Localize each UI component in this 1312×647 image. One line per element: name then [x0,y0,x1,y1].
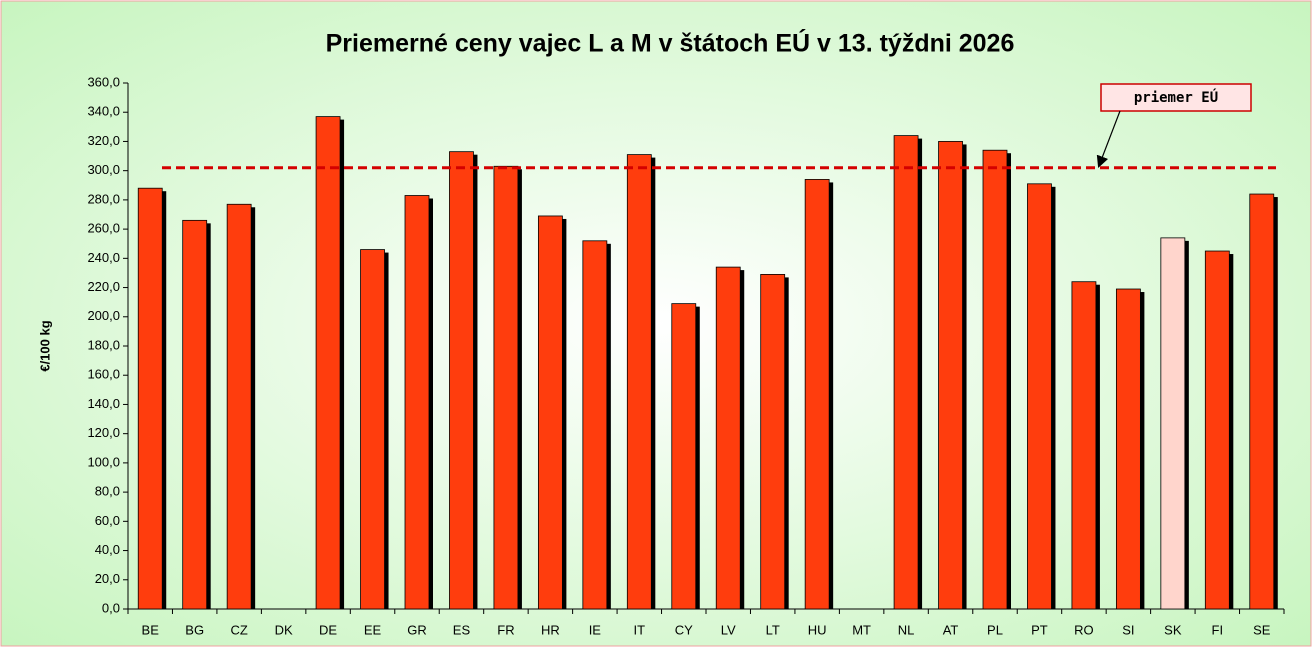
x-tick-label: BE [142,622,160,637]
x-tick-label: HR [541,622,560,637]
bar [582,240,608,610]
x-tick-label: CZ [230,622,247,637]
x-tick-label: IT [634,622,646,637]
chart-title: Priemerné ceny vajec L a M v štátoch EÚ … [326,28,1015,58]
y-tick-label: 240,0 [87,250,120,265]
x-tick-label: RO [1074,622,1094,637]
legend-label: priemer EÚ [1134,88,1218,106]
y-tick-label: 20,0 [95,571,120,586]
x-tick-label: FR [497,622,514,637]
bar [1027,183,1052,610]
y-tick-label: 220,0 [87,279,120,294]
y-tick-label: 0,0 [102,600,120,615]
bar [671,303,697,610]
bar [715,266,741,610]
y-tick-label: 40,0 [95,542,120,557]
bar [182,219,208,610]
legend-arrow [1096,110,1121,168]
x-tick-label: EE [364,622,382,637]
legend-box [1100,83,1252,112]
x-tick-label: DK [275,622,293,637]
bar [893,135,919,610]
bar [360,249,385,610]
y-tick-label: 60,0 [95,513,120,528]
bar [404,195,430,610]
x-tick-label: NL [898,622,915,637]
bar [938,141,963,610]
y-tick-label: 160,0 [87,367,120,382]
bar [626,154,652,610]
y-tick-label: 280,0 [87,191,120,206]
y-axis-label: €/100 kg [37,320,52,371]
y-tick-label: 200,0 [87,308,120,323]
x-tick-label: PT [1031,622,1048,637]
bar [1204,250,1230,610]
bar [537,215,563,610]
y-tick-label: 340,0 [87,104,120,119]
x-tick-label: SK [1164,622,1182,637]
y-tick-label: 260,0 [87,221,120,236]
bar [1249,193,1275,610]
x-tick-label: SE [1253,622,1271,637]
x-tick-label: HU [808,622,827,637]
x-tick-label: BG [185,622,204,637]
x-tick-label: FI [1212,622,1224,637]
y-tick-label: 300,0 [87,162,120,177]
bar [760,274,786,610]
bar [315,116,341,610]
bar [137,187,163,610]
bar [982,149,1008,610]
x-tick-label: IE [589,622,602,637]
x-tick-label: GR [407,622,427,637]
x-tick-label: DE [319,622,337,637]
y-tick-label: 320,0 [87,133,120,148]
x-tick-label: SI [1122,622,1134,637]
x-tick-label: ES [453,622,471,637]
x-tick-label: AT [943,622,959,637]
bar [493,165,519,610]
y-tick-label: 180,0 [87,337,120,352]
x-tick-label: PL [987,622,1003,637]
bar [226,203,252,610]
y-tick-label: 80,0 [95,484,120,499]
x-tick-label: CY [675,622,693,637]
bar [1071,281,1097,610]
y-tick-label: 120,0 [87,425,120,440]
x-tick-label: LT [766,622,780,637]
x-tick-label: MT [852,622,871,637]
bar [1160,237,1186,610]
y-tick-label: 360,0 [87,74,120,89]
x-tick-label: LV [721,622,736,637]
y-tick-label: 140,0 [87,396,120,411]
bar [1115,288,1141,610]
bar [804,179,830,610]
bar [449,151,474,610]
y-tick-label: 100,0 [87,454,120,469]
